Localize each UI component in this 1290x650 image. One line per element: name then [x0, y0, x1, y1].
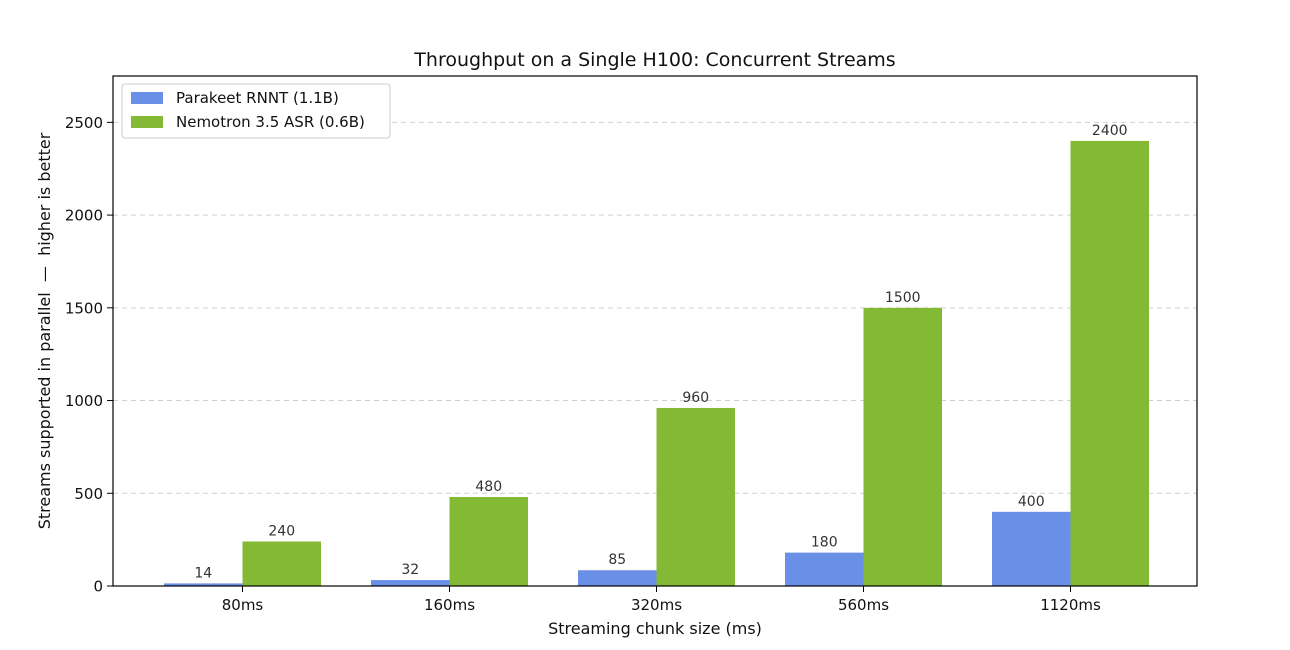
x-axis-label: Streaming chunk size (ms)	[548, 619, 762, 638]
chart-title: Throughput on a Single H100: Concurrent …	[413, 49, 895, 71]
legend: Parakeet RNNT (1.1B) Nemotron 3.5 ASR (0.…	[121, 83, 391, 139]
legend-swatch	[131, 116, 163, 128]
plot-frame	[112, 75, 1198, 587]
y-tick-label: 2500	[65, 114, 103, 132]
x-axis-ticks: 80ms 160ms 320ms 560ms 1120ms	[222, 586, 1101, 614]
legend-swatch	[131, 92, 163, 104]
x-tick-label: 560ms	[838, 596, 889, 614]
y-tick-label: 2000	[65, 207, 103, 225]
bar-nemotron-320ms	[656, 407, 735, 586]
data-label: 2400	[1092, 123, 1128, 139]
bar-parakeet-80ms	[164, 583, 243, 586]
x-tick-label: 160ms	[424, 596, 475, 614]
data-labels: 14 240 32 480 85 960 180 1500 400 2400	[194, 123, 1127, 581]
y-tick-label: 1000	[65, 392, 103, 410]
y-tick-label: 1500	[65, 299, 103, 317]
y-axis-ticks: 0 500 1000 1500 2000 2500	[65, 114, 113, 596]
bars	[164, 140, 1149, 586]
legend-box	[121, 83, 391, 139]
x-tick-label: 1120ms	[1040, 596, 1101, 614]
data-label: 1500	[885, 290, 921, 306]
data-label: 240	[268, 523, 295, 539]
data-label: 180	[811, 535, 838, 551]
y-tick-label: 500	[74, 485, 103, 503]
data-label: 85	[608, 552, 626, 568]
bar-parakeet-560ms	[785, 552, 864, 586]
bar-parakeet-160ms	[371, 580, 450, 586]
bar-parakeet-1120ms	[992, 511, 1071, 586]
x-tick-label: 80ms	[222, 596, 264, 614]
data-label: 400	[1018, 494, 1045, 510]
legend-label: Nemotron 3.5 ASR (0.6B)	[176, 113, 365, 131]
bar-nemotron-80ms	[242, 541, 321, 586]
data-label: 32	[401, 562, 419, 578]
legend-label: Parakeet RNNT (1.1B)	[176, 89, 339, 107]
bar-nemotron-1120ms	[1070, 140, 1149, 586]
y-axis-label: Streams supported in parallel — higher i…	[35, 132, 54, 529]
bar-nemotron-160ms	[449, 496, 528, 586]
data-label: 480	[475, 479, 502, 495]
x-tick-label: 320ms	[631, 596, 682, 614]
data-label: 960	[682, 390, 709, 406]
data-label: 14	[194, 565, 212, 581]
bar-nemotron-560ms	[863, 307, 942, 586]
y-tick-label: 0	[93, 578, 103, 596]
grid-lines	[113, 121, 1197, 494]
bar-parakeet-320ms	[578, 570, 657, 586]
